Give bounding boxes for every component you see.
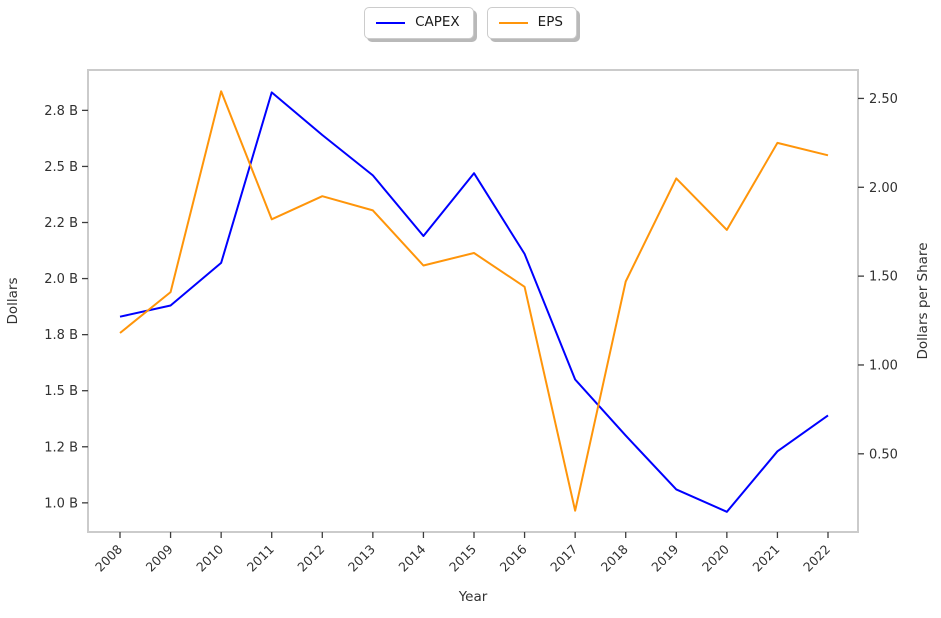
- left-tick-label: 1.5 B: [44, 384, 78, 399]
- right-tick-label: 0.50: [869, 447, 898, 462]
- capex-line-swatch-icon: [376, 21, 406, 24]
- left-tick-label: 2.0 B: [44, 272, 78, 287]
- right-tick-label: 1.50: [869, 270, 898, 285]
- right-tick-label: 2.50: [869, 92, 898, 107]
- x-tick-label: 2017: [547, 542, 580, 575]
- right-axis-title: Dollars per Share: [915, 243, 931, 360]
- legend-box-eps: EPS: [486, 7, 577, 39]
- left-axis-title: Dollars: [5, 277, 21, 324]
- x-tick-label: 2008: [92, 541, 125, 574]
- legend: CAPEX EPS: [0, 7, 941, 39]
- left-tick-label: 1.8 B: [44, 328, 78, 343]
- left-tick-label: 1.2 B: [44, 440, 78, 455]
- x-tick-label: 2020: [699, 541, 732, 574]
- left-tick-label: 2.2 B: [44, 216, 78, 231]
- x-axis-title: Year: [458, 589, 488, 605]
- x-tick-label: 2012: [294, 542, 327, 575]
- x-tick-label: 2016: [497, 541, 530, 574]
- legend-box-capex: CAPEX: [364, 7, 474, 39]
- right-tick-label: 1.00: [869, 358, 898, 373]
- left-tick-label: 2.8 B: [44, 104, 78, 119]
- left-tick-label: 1.0 B: [44, 496, 78, 511]
- capex-line: [119, 91, 829, 513]
- x-tick-label: 2013: [345, 542, 378, 575]
- eps-line-swatch-icon: [498, 21, 528, 24]
- x-tick-label: 2021: [749, 542, 782, 575]
- x-tick-label: 2010: [193, 541, 226, 574]
- x-tick-label: 2019: [648, 541, 681, 574]
- x-tick-label: 2009: [143, 541, 176, 574]
- plot-frame: [87, 69, 859, 533]
- x-tick-label: 2018: [598, 541, 631, 574]
- legend-label-eps: EPS: [537, 14, 563, 30]
- legend-label-capex: CAPEX: [415, 14, 460, 30]
- right-tick-label: 2.00: [869, 181, 898, 196]
- x-tick-label: 2014: [395, 541, 428, 574]
- left-tick-label: 2.5 B: [44, 160, 78, 175]
- x-tick-label: 2011: [244, 542, 277, 575]
- x-tick-label: 2022: [800, 542, 833, 575]
- x-tick-label: 2015: [446, 542, 479, 575]
- eps-line: [119, 90, 829, 512]
